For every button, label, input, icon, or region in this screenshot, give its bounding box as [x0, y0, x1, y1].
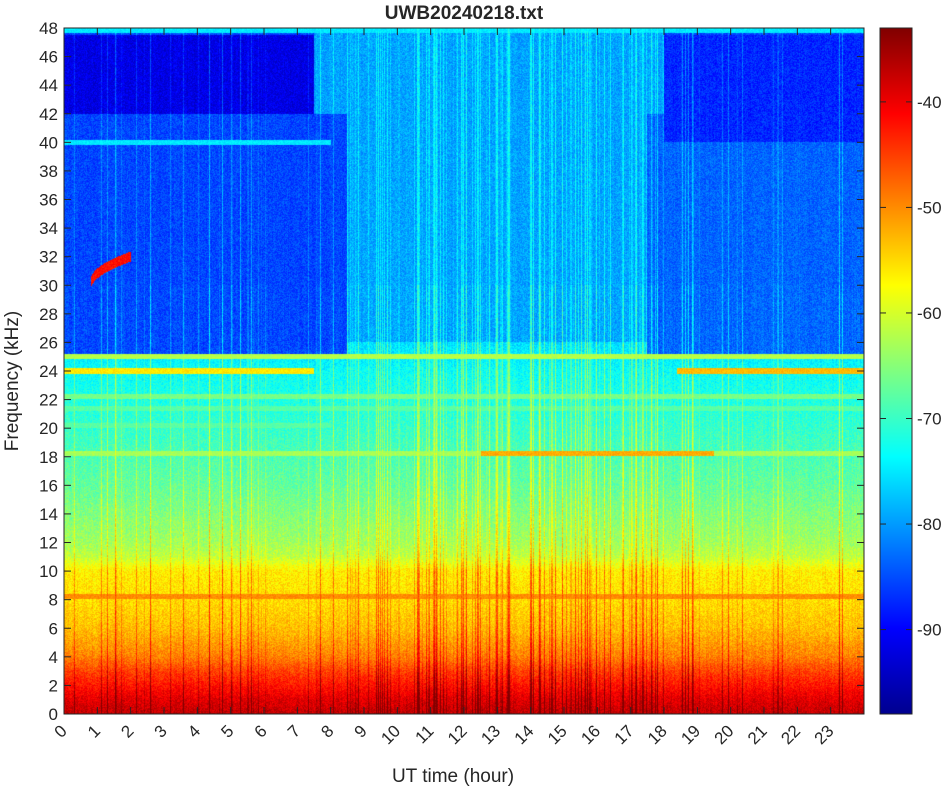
y-tick-label: 10: [39, 562, 58, 581]
x-tick-label: 20: [711, 721, 738, 748]
x-tick-label: 11: [412, 721, 438, 747]
y-tick-label: 44: [39, 76, 58, 95]
y-tick-label: 40: [39, 133, 58, 152]
x-tick-label: 2: [117, 721, 137, 741]
x-tick-label: 13: [477, 721, 504, 748]
x-tick-label: 21: [744, 721, 771, 748]
y-tick-label: 18: [39, 448, 58, 467]
y-tick-label: 36: [39, 191, 58, 210]
x-axis-label: UT time (hour): [392, 766, 514, 786]
colorbar: [879, 27, 913, 715]
colorbar-axis: -90 -80 -70 -60 -50 -40: [880, 93, 942, 640]
y-tick-label: 16: [39, 476, 58, 495]
colorbar-tick-label: -90: [917, 621, 942, 640]
x-tick-label: 8: [317, 721, 337, 741]
x-tick-label: 5: [217, 721, 237, 741]
x-tick-label: 17: [611, 721, 638, 748]
colorbar-tick-label: -70: [917, 409, 942, 428]
y-tick-label: 32: [39, 248, 58, 267]
x-tick-label: 22: [777, 721, 804, 748]
colorbar-tick-label: -50: [917, 198, 942, 217]
x-tick-label: 7: [284, 721, 304, 741]
y-tick-label: 42: [39, 105, 58, 124]
x-tick-label: 6: [251, 721, 271, 741]
x-tick-label: 9: [351, 721, 371, 741]
y-tick-label: 12: [39, 534, 58, 553]
y-tick-label: 34: [39, 219, 58, 238]
y-tick-label: 28: [39, 305, 58, 324]
y-tick-label: 26: [39, 333, 58, 352]
colorbar-tick-label: -40: [917, 93, 942, 112]
y-tick-label: 4: [49, 648, 58, 667]
y-tick-label: 14: [39, 505, 58, 524]
y-tick-label: 24: [39, 362, 58, 381]
x-tick-label: 3: [151, 721, 171, 741]
y-tick-label: 8: [49, 591, 58, 610]
x-tick-label: 23: [811, 721, 838, 748]
x-tick-label: 15: [544, 721, 571, 748]
y-tick-label: 0: [49, 705, 58, 724]
x-tick-label: 0: [51, 721, 71, 741]
chart-title: UWB20240218.txt: [385, 3, 544, 24]
y-axis: 0246810121416182022242628303234363840424…: [39, 19, 864, 724]
x-tick-label: 14: [511, 721, 538, 748]
y-tick-label: 30: [39, 276, 58, 295]
x-tick-label: 16: [577, 721, 604, 748]
y-axis-label: Frequency (kHz): [2, 311, 23, 451]
colorbar-tick-label: -80: [917, 515, 942, 534]
y-tick-label: 46: [39, 48, 58, 67]
spectrogram-heatmap: [64, 28, 864, 714]
x-tick-label: 1: [84, 721, 104, 741]
x-tick-label: 19: [677, 721, 704, 748]
x-tick-label: 4: [184, 721, 204, 741]
y-tick-label: 38: [39, 162, 58, 181]
colorbar-tick-label: -60: [917, 304, 942, 323]
y-tick-label: 48: [39, 19, 58, 38]
y-tick-label: 2: [49, 676, 58, 695]
y-tick-label: 20: [39, 419, 58, 438]
y-tick-label: 22: [39, 391, 58, 410]
x-tick-label: 12: [444, 721, 471, 748]
x-tick-label: 10: [377, 721, 404, 748]
y-tick-label: 6: [49, 619, 58, 638]
x-tick-label: 18: [644, 721, 671, 748]
